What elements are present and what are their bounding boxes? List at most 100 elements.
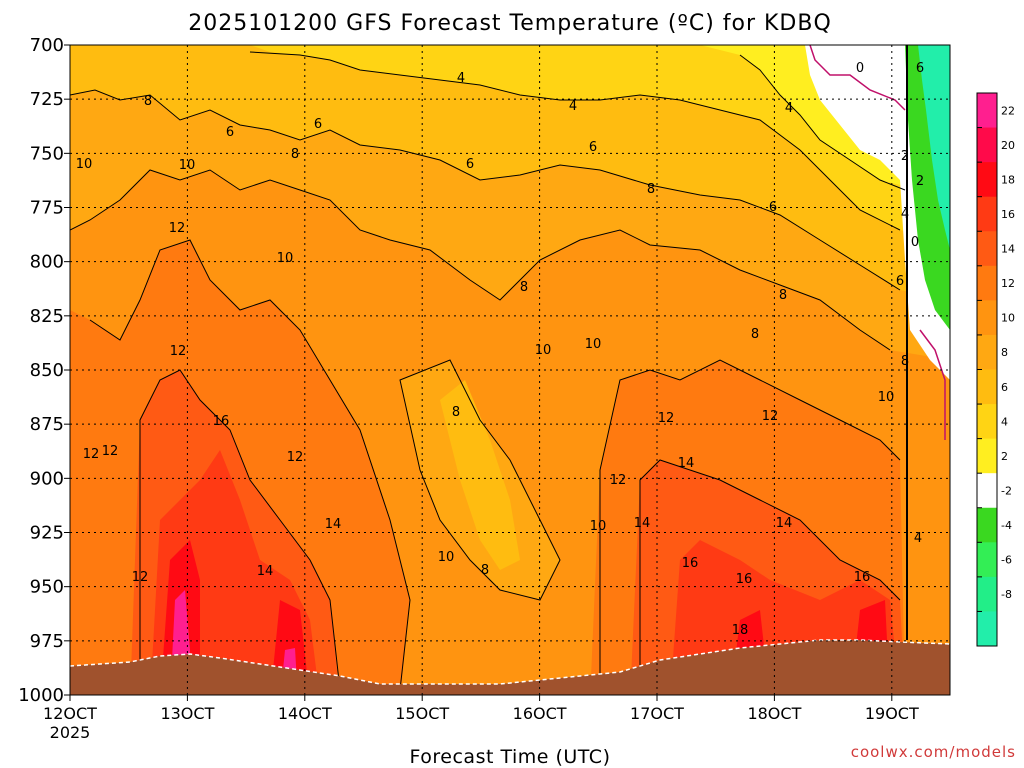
contour-label: 14 [325, 517, 342, 532]
contour-label: 8 [779, 288, 787, 303]
y-tick-label: 925 [30, 523, 64, 544]
contour-label: 6 [589, 140, 597, 155]
contour-label: 12 [102, 444, 119, 459]
contour-lines [70, 51, 906, 691]
colorbar-tick-label: 8 [1001, 346, 1008, 359]
contour-label: 6 [769, 200, 777, 215]
credit-text: coolwx.com/models [851, 743, 1016, 761]
y-tick-label: 850 [30, 360, 64, 381]
terrain-edge [70, 639, 950, 685]
contour-label: 16 [213, 414, 230, 429]
contour-label: 10 [590, 519, 607, 534]
colorbar-swatch [977, 265, 997, 301]
colorbar-tick-label: 2 [1001, 450, 1008, 463]
x-tick-label: 16OCT [513, 704, 567, 723]
colorbar-swatch [977, 473, 997, 509]
colorbar-swatch [977, 507, 997, 543]
contour-label: 8 [291, 147, 299, 162]
contour-label: 8 [901, 354, 909, 369]
contour-label: 10 [438, 550, 455, 565]
colorbar-swatch [977, 438, 997, 474]
plot-area [70, 45, 950, 695]
x-axis-label: Forecast Time (UTC) [410, 746, 611, 768]
contour-label: 18 [732, 623, 749, 638]
colorbar-swatch [977, 334, 997, 370]
contour-label: 16 [854, 570, 871, 585]
contour-label: 12 [170, 344, 187, 359]
contour-label: 4 [569, 99, 577, 114]
gridlines [70, 45, 950, 695]
colorbar-tick-label: -6 [1001, 554, 1012, 567]
contour-label: 12 [610, 473, 627, 488]
contour-label: 8 [452, 405, 460, 420]
contour-label: 12 [83, 447, 100, 462]
contour-label: 12 [169, 221, 186, 236]
x-tick-label: 17OCT [630, 704, 684, 723]
y-tick-label: 725 [30, 89, 64, 110]
contour-label: 10 [76, 157, 93, 172]
x-tick-label: 14OCT [278, 704, 332, 723]
y-tick-label: 875 [30, 414, 64, 435]
x-tick-label: 13OCT [160, 704, 214, 723]
colorbar-swatch [977, 162, 997, 198]
y-tick-label: 700 [30, 35, 64, 56]
colorbar-swatch [977, 231, 997, 267]
contour-label: 8 [481, 563, 489, 578]
contour-label: 12 [762, 409, 779, 424]
contour-label: 14 [678, 456, 695, 471]
contour-label: 6 [466, 157, 474, 172]
colorbar-tick-label: 22 [1001, 104, 1015, 117]
contour-label: 12 [658, 411, 675, 426]
chart-title: 2025101200 GFS Forecast Temperature (ºC)… [188, 11, 832, 36]
y-tick-label: 950 [30, 577, 64, 598]
colorbar-tick-label: -8 [1001, 588, 1012, 601]
y-tick-label: 800 [30, 252, 64, 273]
colorbar-tick-label: 16 [1001, 208, 1015, 221]
contour-label: 12 [287, 450, 304, 465]
colorbar-tick-label: 4 [1001, 415, 1008, 428]
x-axis-year: 2025 [50, 723, 91, 742]
contour-label: 10 [535, 343, 552, 358]
y-axis: 700 725 750 775 800 825 850 875 900 925 950 975 1000 [18, 35, 70, 706]
y-tick-label: 900 [30, 468, 64, 489]
contour-label: 4 [914, 531, 922, 546]
colorbar-tick-label: 20 [1001, 139, 1015, 152]
colorbar-tick-label: -2 [1001, 484, 1012, 497]
contour-label: 10 [878, 390, 895, 405]
colorbar-swatch [977, 369, 997, 405]
x-axis: 12OCT 13OCT 14OCT 15OCT 16OCT 17OCT 18OCT 19OCT [43, 695, 919, 723]
colorbar-swatch [977, 196, 997, 232]
colorbar-tick-label: 6 [1001, 381, 1008, 394]
contour-label: 14 [634, 516, 651, 531]
zero-contour [809, 45, 946, 440]
contour-label: 0 [911, 235, 919, 250]
colorbar-swatch [977, 576, 997, 612]
colorbar-tick-label: 14 [1001, 243, 1015, 256]
colorbar-swatch [977, 542, 997, 578]
contour-label: 6 [896, 274, 904, 289]
contour-label: 6 [314, 117, 322, 132]
contour-label: 0 [856, 61, 864, 76]
y-tick-label: 775 [30, 198, 64, 219]
x-tick-label: 18OCT [747, 704, 801, 723]
colorbar-tick-label: -4 [1001, 519, 1012, 532]
contour-label: 12 [132, 570, 149, 585]
colorbar-swatch [977, 93, 997, 129]
field-band-4 [250, 45, 950, 240]
contour-label: 6 [916, 61, 924, 76]
y-tick-label: 1000 [18, 685, 64, 706]
colorbar-swatch [977, 127, 997, 163]
contour-label: 8 [751, 327, 759, 342]
contour-label: 6 [226, 125, 234, 140]
contour-label: 16 [682, 556, 699, 571]
contour-label: 2 [901, 149, 909, 164]
contour-label: 16 [736, 572, 753, 587]
x-tick-label: 15OCT [395, 704, 449, 723]
colorbar: 22 20 18 16 14 12 10 8 6 4 2 -2 -4 -6 -8 [976, 92, 1015, 647]
contour-label: 8 [520, 280, 528, 295]
contour-label: 8 [647, 182, 655, 197]
field-band-neg6 [918, 45, 950, 250]
x-tick-label: 19OCT [865, 704, 919, 723]
